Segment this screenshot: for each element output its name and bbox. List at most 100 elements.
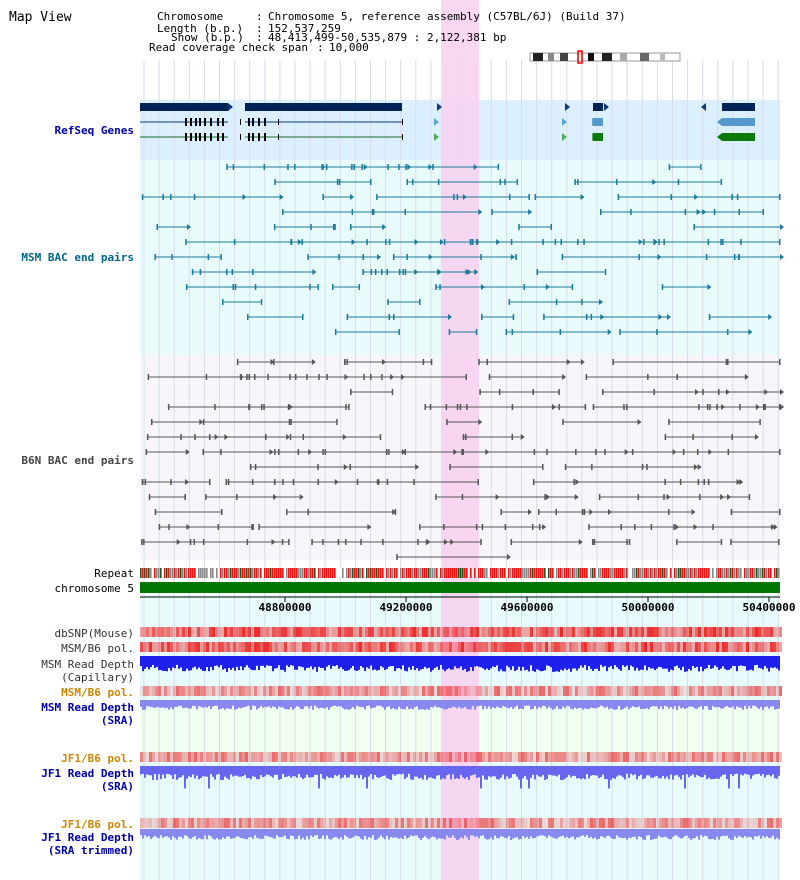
repeat-element (576, 568, 578, 578)
snp-density-cell (533, 686, 536, 696)
read-depth-bar (192, 656, 194, 668)
snp-density-cell (536, 627, 539, 637)
snp-density-cell (206, 752, 209, 762)
read-depth-bar (392, 700, 394, 709)
snp-density-cell (230, 686, 233, 696)
snp-density-cell (194, 686, 197, 696)
read-depth-bar (630, 700, 632, 708)
snp-density-cell (644, 686, 647, 696)
read-depth-bar (508, 656, 510, 668)
snp-density-cell (593, 818, 596, 828)
bac-end (488, 374, 491, 380)
read-depth-bar (190, 656, 192, 671)
snp-density-cell (518, 686, 521, 696)
track-label-dbsnp[interactable]: dbSNP(Mouse) (54, 627, 134, 640)
read-depth-bar (258, 656, 260, 670)
read-depth-bar (740, 829, 742, 838)
snp-density-cell (143, 818, 146, 828)
track-label-msm-depth-capillary[interactable]: MSM Read Depth (41, 658, 134, 671)
snp-density-cell (557, 752, 560, 762)
snp-density-cell (674, 627, 677, 637)
read-depth-bar (368, 656, 370, 669)
read-depth-bar (226, 829, 228, 837)
read-depth-bar (262, 700, 264, 708)
read-depth-bar (296, 656, 298, 670)
read-depth-bar (772, 700, 774, 707)
bac-end (146, 434, 149, 440)
track-label-b6n-bac[interactable]: B6N BAC end pairs (21, 454, 134, 467)
track-label-msm-b6-pol[interactable]: MSM/B6 pol. (61, 642, 134, 655)
read-depth-bar (140, 656, 142, 667)
read-depth-bar (554, 656, 556, 672)
read-depth-bar (220, 656, 222, 666)
read-depth-bar (504, 700, 506, 707)
track-label-jf1-depth-trim[interactable]: JF1 Read Depth (41, 831, 134, 844)
read-depth-bar (342, 700, 344, 709)
snp-density-cell (740, 627, 743, 637)
snp-density-cell (242, 627, 245, 637)
snp-density-cell (644, 642, 647, 652)
read-depth-bar (480, 700, 482, 706)
snp-density-cell (467, 686, 470, 696)
read-depth-bar (774, 829, 776, 840)
snp-density-cell (566, 686, 569, 696)
snp-density-cell (467, 642, 470, 652)
read-depth-bar (162, 656, 164, 671)
snp-density-cell (473, 627, 476, 637)
read-depth-bar (726, 766, 728, 780)
track-label-msm-depth-sra[interactable]: MSM Read Depth (41, 701, 134, 714)
snp-density-cell (710, 818, 713, 828)
snp-density-cell (617, 642, 620, 652)
repeat-element (184, 568, 186, 578)
read-depth-bar (720, 700, 722, 709)
read-depth-bar (536, 700, 538, 709)
snp-density-cell (764, 818, 767, 828)
bac-end (696, 449, 699, 455)
snp-density-cell (560, 752, 563, 762)
bac-end (376, 194, 378, 200)
repeat-element (470, 568, 472, 578)
exon-tick (190, 133, 192, 141)
read-depth-bar (522, 656, 524, 667)
read-depth-bar (364, 766, 366, 778)
bac-end (555, 299, 558, 305)
track-label-jf1-depth-sra[interactable]: JF1 Read Depth (41, 767, 134, 780)
read-depth-bar (664, 656, 666, 669)
read-depth-bar (608, 766, 610, 789)
bac-end (202, 449, 204, 455)
track-label-jf1-b6-pol[interactable]: JF1/B6 pol. (61, 752, 134, 765)
read-depth-bar (182, 656, 184, 672)
read-depth-bar (712, 700, 714, 706)
read-depth-bar (350, 656, 352, 669)
bac-end-arrow (425, 539, 430, 545)
read-depth-bar (670, 656, 672, 670)
bac-end (324, 449, 327, 455)
read-depth-bar (162, 700, 164, 708)
read-depth-bar (156, 656, 158, 667)
read-depth-bar (528, 829, 530, 839)
read-depth-bar (522, 829, 524, 837)
snp-density-cell (725, 627, 728, 637)
read-depth-bar (340, 700, 342, 707)
exon-tick (210, 118, 212, 126)
snp-density-cell (464, 627, 467, 637)
snp-density-cell (527, 686, 530, 696)
track-label-jf1-b6-pol-trim[interactable]: JF1/B6 pol. (61, 818, 134, 831)
snp-density-cell (755, 752, 758, 762)
track-label-refseq[interactable]: RefSeq Genes (54, 124, 134, 137)
snp-density-cell (359, 686, 362, 696)
read-depth-bar (390, 829, 392, 838)
snp-density-cell (629, 752, 632, 762)
repeat-element (348, 568, 350, 578)
snp-density-cell (446, 818, 449, 828)
snp-density-cell (698, 752, 701, 762)
repeat-element (476, 568, 478, 578)
read-depth-bar (342, 656, 344, 670)
bac-end (612, 359, 614, 365)
snp-density-cell (614, 818, 617, 828)
snp-density-cell (563, 686, 566, 696)
track-label-msm-bac[interactable]: MSM BAC end pairs (21, 251, 134, 264)
read-depth-bar (608, 656, 610, 668)
track-label-msm-b6-pol-sra[interactable]: MSM/B6 pol. (61, 686, 134, 699)
axis-tick: 50400000 (742, 601, 796, 614)
